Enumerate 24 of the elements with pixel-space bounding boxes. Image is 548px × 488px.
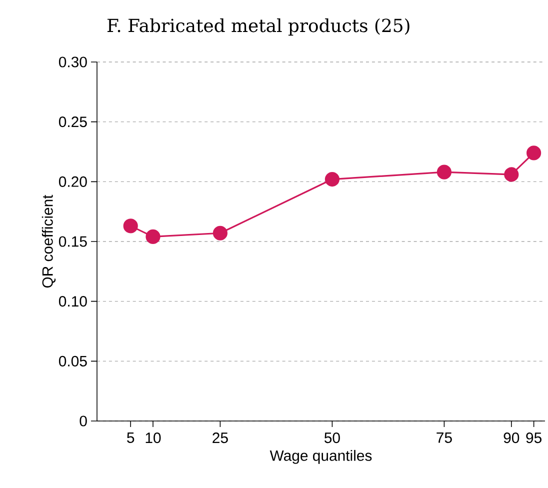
point [212,226,228,240]
point [504,167,519,182]
x-tick-label: 50 [324,432,340,444]
x-tick-label: 10 [146,432,161,444]
y-tick-label: 0.20 [58,176,87,187]
point [526,146,542,160]
x-tick-label: 75 [436,432,452,443]
y-tick-label: 0.25 [58,116,87,128]
point [436,164,452,180]
point [146,229,160,244]
x-tick-label: 25 [212,432,228,444]
x-axis-title: Wage quantiles [270,450,372,464]
point [123,218,138,234]
y-tick-label: 0.30 [58,56,87,68]
x-tick-label: 5 [127,432,134,443]
y-tick-label: 0.15 [58,236,87,247]
y-tick-label: 0.05 [58,356,87,366]
x-tick-label: 95 [526,432,542,444]
x-tick-label: 90 [504,432,520,444]
y-tick-label: 0 [80,416,87,426]
point [324,172,340,187]
y-axis-title: QR coefficient [42,194,56,288]
chart-title: F. Fabricated metal products (25) [108,18,410,36]
y-tick-label: 0.10 [58,296,87,307]
